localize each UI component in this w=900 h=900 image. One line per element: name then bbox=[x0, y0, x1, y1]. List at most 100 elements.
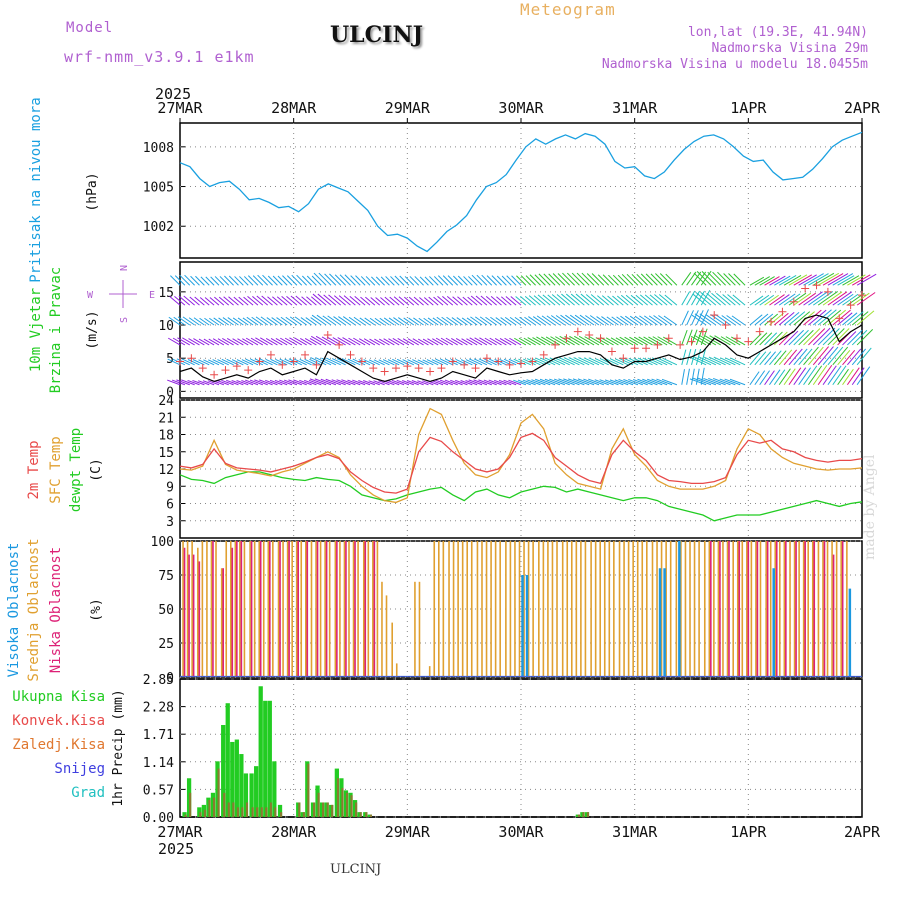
wind-arrow bbox=[783, 293, 801, 306]
x-tick-label-top: 30MAR bbox=[498, 99, 544, 117]
wind-arrow bbox=[184, 274, 195, 286]
wind-arrow bbox=[223, 296, 234, 306]
wind-arrow bbox=[281, 295, 293, 306]
wind-arrow bbox=[500, 317, 512, 326]
wind-arrow bbox=[496, 296, 507, 306]
wind-arrow bbox=[715, 314, 731, 326]
wind-arrow bbox=[242, 317, 254, 326]
wind-arrow bbox=[783, 349, 798, 366]
wind-arrow bbox=[611, 316, 624, 326]
wind-arrow bbox=[552, 273, 566, 286]
precip-conv-bar bbox=[212, 797, 216, 817]
wind-arrow bbox=[228, 296, 239, 306]
wind-arrow bbox=[698, 334, 717, 346]
wind-arrow bbox=[440, 358, 454, 366]
wind-arrow bbox=[435, 337, 449, 346]
wind-arrow bbox=[778, 274, 797, 286]
wind-arrow bbox=[692, 293, 707, 306]
wind-arrow bbox=[269, 379, 283, 386]
wind-arrow bbox=[551, 294, 566, 306]
wind-arrow bbox=[326, 357, 341, 366]
wind-arrow bbox=[842, 312, 858, 326]
y-tick-label: 0 bbox=[166, 671, 174, 686]
wind-arrow bbox=[647, 357, 663, 366]
wind-arrow bbox=[822, 309, 842, 326]
wind-arrow bbox=[265, 358, 278, 366]
precip-conv-bar bbox=[331, 804, 334, 817]
wind-arrow bbox=[374, 317, 385, 326]
precip-total-bar bbox=[277, 804, 283, 817]
wind-arrow bbox=[703, 356, 721, 366]
wind-arrow bbox=[544, 378, 561, 386]
wind-arrow bbox=[228, 275, 239, 286]
wind-arrow bbox=[754, 332, 768, 346]
y-tick-label: 24 bbox=[158, 394, 174, 409]
compass-e: E bbox=[149, 290, 155, 301]
wind-arrow bbox=[504, 337, 517, 346]
wind-arrow bbox=[695, 329, 703, 346]
y-tick-label: 75 bbox=[158, 569, 174, 584]
wind-arrow bbox=[851, 292, 870, 306]
wind-arrow bbox=[380, 297, 390, 306]
wind-arrow bbox=[432, 317, 444, 326]
wind-arrow bbox=[612, 295, 624, 306]
wind-arrow bbox=[245, 358, 259, 366]
wind-arrow bbox=[378, 380, 390, 386]
wind-gust-mark bbox=[437, 364, 446, 373]
wind-arrow bbox=[192, 379, 205, 386]
wind-arrow bbox=[455, 379, 468, 386]
wind-arrow bbox=[491, 275, 502, 286]
wind-arrow bbox=[431, 359, 444, 366]
wind-arrow bbox=[501, 275, 512, 286]
wind-arrow bbox=[808, 273, 829, 286]
wind-arrow bbox=[569, 314, 585, 326]
bottom-station-name: ULCINJ bbox=[330, 862, 382, 877]
wind-arrow bbox=[642, 357, 658, 366]
wind-arrow bbox=[360, 276, 371, 286]
wind-arrow bbox=[769, 294, 785, 306]
wind-arrow bbox=[634, 315, 648, 326]
wind-arrow bbox=[798, 292, 816, 306]
wind-arrow bbox=[455, 337, 468, 346]
wind-arrow bbox=[300, 317, 312, 326]
wind-arrow bbox=[455, 358, 468, 366]
wind-arrow bbox=[465, 380, 478, 386]
precip-conv-bar bbox=[317, 792, 320, 817]
wind-arrow bbox=[720, 336, 736, 346]
wind-arrow bbox=[711, 292, 726, 306]
wind-arrow bbox=[583, 357, 600, 366]
wind-gust-mark bbox=[255, 357, 264, 366]
wind-arrow bbox=[304, 379, 317, 386]
wind-arrow bbox=[254, 379, 268, 386]
wind-arrow bbox=[562, 272, 575, 286]
wind-arrow bbox=[556, 294, 571, 306]
precip-total-bar bbox=[243, 773, 249, 817]
wind-arrow bbox=[404, 296, 415, 306]
precip-total-bar bbox=[221, 725, 226, 817]
wind-arrow bbox=[380, 276, 390, 286]
wind-arrow bbox=[262, 274, 273, 286]
wind-gust-mark bbox=[482, 354, 491, 363]
y-tick-label: 0.57 bbox=[143, 783, 174, 798]
wind-arrow bbox=[418, 317, 429, 326]
wind-arrow bbox=[181, 379, 195, 386]
wind-arrow bbox=[856, 273, 877, 286]
wind-arrow bbox=[817, 272, 840, 286]
wind-arrow bbox=[243, 276, 254, 286]
y-tick-label: 1002 bbox=[143, 220, 174, 235]
wind-arrow bbox=[450, 379, 463, 386]
wind-arrow bbox=[398, 317, 410, 326]
wind-arrow bbox=[289, 316, 303, 326]
wind-arrow bbox=[358, 359, 371, 366]
wind-arrow bbox=[265, 337, 278, 346]
wind-arrow bbox=[595, 358, 609, 366]
wind-arrow bbox=[721, 315, 736, 326]
wind-arrow bbox=[276, 296, 288, 306]
wind-arrow bbox=[630, 294, 644, 306]
wind-arrow bbox=[280, 337, 293, 346]
wind-arrow bbox=[653, 315, 668, 326]
wind-arrow bbox=[822, 346, 839, 366]
ylabel-mid-cloud: Srednja Oblacnost bbox=[26, 538, 42, 681]
wind-arrow bbox=[538, 273, 551, 286]
